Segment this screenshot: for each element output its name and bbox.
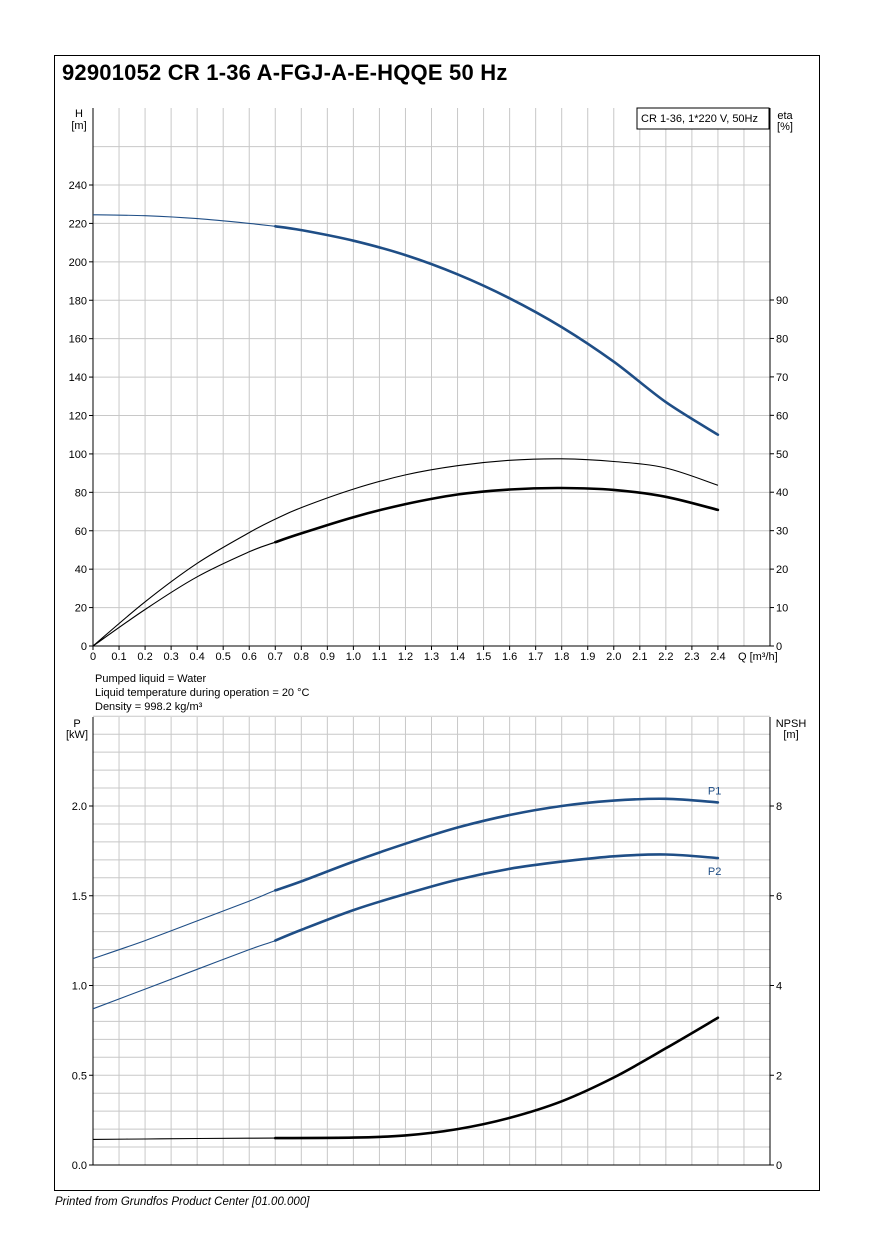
eta-axis-unit: [%] [777, 121, 793, 133]
x-tick-label: 0.3 [163, 651, 178, 663]
x-tick-label: 1.7 [528, 651, 543, 663]
footer-text: Printed from Grundfos Product Center [01… [55, 1196, 310, 1208]
info-line: Density = 998.2 kg/m³ [95, 701, 203, 713]
x-tick-label: 1.8 [554, 651, 569, 663]
left-tick-label: 0.5 [72, 1070, 87, 1082]
right-tick-label: 2 [776, 1070, 782, 1082]
curve-layer [92, 214, 720, 1140]
left-tick-label: 160 [69, 334, 87, 346]
x-tick-label: 2.0 [606, 651, 621, 663]
left-tick-label: 140 [69, 372, 87, 384]
x-tick-label: 1.1 [372, 651, 387, 663]
x-tick-label: 0 [90, 651, 96, 663]
series-label-p1: P1 [708, 785, 721, 797]
right-tick-label: 30 [776, 526, 788, 538]
curve-duty-0-0 [274, 225, 720, 436]
x-tick-label: 0.7 [268, 651, 283, 663]
left-tick-label: 1.0 [72, 981, 87, 993]
right-tick-label: 70 [776, 372, 788, 384]
left-tick-label: 0.0 [72, 1160, 87, 1172]
x-tick-label: 1.5 [476, 651, 491, 663]
left-tick-label: 180 [69, 295, 87, 307]
legend-box-text: CR 1-36, 1*220 V, 50Hz [641, 113, 758, 125]
x-tick-label: 1.0 [346, 651, 361, 663]
curve-duty-1-0 [274, 797, 720, 892]
right-tick-label: 0 [776, 1160, 782, 1172]
curve-duty-1-2 [274, 1016, 720, 1140]
x-tick-label: 0.4 [190, 651, 205, 663]
x-tick-label: 1.2 [398, 651, 413, 663]
npsh-axis-unit: [m] [783, 729, 798, 741]
left-tick-label: 0 [81, 641, 87, 653]
x-tick-label: 2.1 [632, 651, 647, 663]
left-tick-label: 2.0 [72, 801, 87, 813]
left-tick-label: 200 [69, 257, 87, 269]
x-tick-label: 2.4 [710, 651, 725, 663]
right-tick-label: 6 [776, 891, 782, 903]
h-axis-label: H [75, 108, 83, 120]
left-tick-label: 60 [75, 526, 87, 538]
p-axis-unit: [kW] [66, 729, 88, 741]
right-tick-label: 50 [776, 449, 788, 461]
right-tick-label: 40 [776, 487, 788, 499]
x-axis-label: Q [m³/h] [738, 651, 778, 663]
p-axis-label: P [73, 718, 80, 730]
right-tick-label: 90 [776, 295, 788, 307]
npsh-axis-label: NPSH [776, 718, 807, 730]
x-tick-label: 2.2 [658, 651, 673, 663]
text-layer: 0204060801001201401601802002202400102030… [66, 107, 807, 1172]
right-tick-label: 8 [776, 801, 782, 813]
grid-layer [92, 108, 771, 1166]
series-label-p2: P2 [708, 866, 721, 878]
curve-duty-0-2 [274, 486, 720, 544]
info-line: Liquid temperature during operation = 20… [95, 687, 310, 699]
right-tick-label: 0 [776, 641, 782, 653]
axis-layer [89, 108, 774, 1166]
x-tick-label: 1.9 [580, 651, 595, 663]
x-tick-label: 0.2 [137, 651, 152, 663]
curve-duty-1-1 [274, 853, 720, 942]
x-tick-label: 1.3 [424, 651, 439, 663]
right-tick-label: 60 [776, 410, 788, 422]
left-tick-label: 100 [69, 449, 87, 461]
x-tick-label: 0.8 [294, 651, 309, 663]
x-tick-label: 1.6 [502, 651, 517, 663]
h-axis-unit: [m] [71, 120, 86, 132]
curve-0-1 [92, 458, 719, 647]
info-line: Pumped liquid = Water [95, 673, 207, 685]
legend-box [636, 107, 770, 130]
left-tick-label: 20 [75, 603, 87, 615]
chart-frame [54, 55, 820, 1191]
x-tick-label: 2.3 [684, 651, 699, 663]
page-title: 92901052 CR 1-36 A-FGJ-A-E-HQQE 50 Hz [62, 60, 508, 85]
left-tick-label: 240 [69, 180, 87, 192]
eta-axis-label: eta [777, 110, 793, 122]
left-tick-label: 1.5 [72, 891, 87, 903]
x-tick-label: 0.5 [216, 651, 231, 663]
x-tick-label: 1.4 [450, 651, 465, 663]
x-tick-label: 0.9 [320, 651, 335, 663]
x-tick-label: 0.1 [111, 651, 126, 663]
left-tick-label: 40 [75, 564, 87, 576]
right-tick-label: 10 [776, 603, 788, 615]
right-tick-label: 80 [776, 333, 788, 345]
x-tick-label: 0.6 [242, 651, 257, 663]
left-tick-label: 120 [69, 411, 87, 423]
left-tick-label: 220 [69, 218, 87, 230]
left-tick-label: 80 [75, 487, 87, 499]
right-tick-label: 4 [776, 981, 782, 993]
right-tick-label: 20 [776, 564, 788, 576]
